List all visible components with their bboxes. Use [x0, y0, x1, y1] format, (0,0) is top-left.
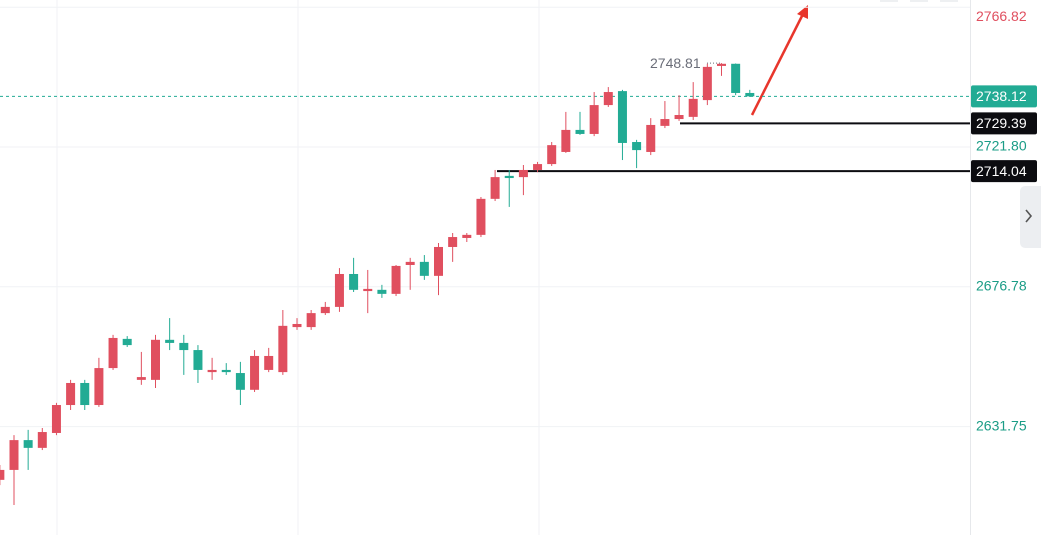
candle-body [391, 265, 401, 294]
candle-body [660, 119, 670, 126]
price-badge [971, 112, 1037, 135]
price-badge [971, 85, 1037, 108]
candle-body [434, 246, 443, 276]
candle-body [235, 373, 245, 390]
candle-body [717, 63, 726, 66]
toolbar-button[interactable] [880, 0, 898, 2]
candle-body [405, 261, 415, 265]
candle-body [278, 325, 288, 373]
candle-body [94, 368, 104, 406]
candle-body [80, 382, 90, 406]
candle-body [66, 382, 76, 406]
candle-body [575, 129, 585, 134]
candle-body [462, 234, 472, 238]
candle-body [731, 63, 741, 93]
top-price-label: 2766.82 [976, 8, 1027, 24]
candle-body [603, 92, 613, 106]
candle-body [292, 323, 302, 328]
toolbar-button[interactable] [910, 0, 928, 2]
candle-body [165, 339, 175, 343]
toolbar-button[interactable] [940, 0, 958, 2]
arrow [750, 5, 808, 116]
price-badge-label: 2738.12 [976, 88, 1027, 104]
toolbar-buttons[interactable] [880, 0, 958, 2]
y-tick-label: 2721.80 [976, 138, 1027, 154]
candle-body [617, 91, 627, 143]
price-badge-label: 2729.39 [976, 115, 1027, 131]
candle-body [476, 198, 486, 235]
candle-body [250, 355, 260, 390]
candle-body [518, 169, 528, 178]
candle-body [334, 273, 344, 307]
vertical-grid [56, 0, 540, 535]
candle-body [632, 142, 642, 151]
arrow-shaft [750, 13, 805, 116]
candle-body [221, 369, 231, 373]
candle-body [674, 115, 684, 120]
candle-body [136, 377, 146, 380]
candle-body [122, 338, 132, 346]
chevron-icon[interactable] [1025, 209, 1033, 223]
candle-body [547, 145, 557, 165]
candle-body [646, 124, 656, 152]
candle-body [377, 289, 387, 294]
candle-body [306, 313, 316, 328]
candle-body [108, 337, 118, 369]
candle-body [179, 342, 189, 351]
candle-body [589, 105, 599, 134]
candle-body [490, 177, 500, 199]
candle-body [0, 469, 5, 480]
high-marker-label: 2748.81 [650, 55, 701, 71]
candle-body [320, 306, 330, 314]
candle-body [533, 164, 543, 170]
candle-body [561, 129, 571, 152]
price-badge-label: 2714.04 [976, 163, 1027, 179]
arrow-head [797, 5, 808, 19]
candle-body [23, 440, 33, 448]
candle-body [37, 432, 47, 448]
y-tick-label: 2631.75 [976, 417, 1027, 433]
candle-body [745, 92, 755, 97]
candle-body [51, 405, 61, 433]
candle-body [419, 261, 429, 276]
side-tab[interactable] [1020, 186, 1041, 248]
candle-body [349, 273, 359, 290]
candle-body [264, 355, 274, 370]
candle-body [504, 175, 514, 179]
candle-body [363, 288, 373, 292]
candle-body [688, 98, 698, 117]
candle-body [9, 440, 19, 470]
candle-body [448, 237, 458, 247]
candle-body [151, 339, 160, 380]
y-tick-label: 2676.78 [976, 277, 1027, 293]
candle-body [193, 350, 203, 370]
candle-body [207, 369, 217, 373]
candle-body [702, 66, 712, 101]
price-badge [971, 160, 1037, 183]
